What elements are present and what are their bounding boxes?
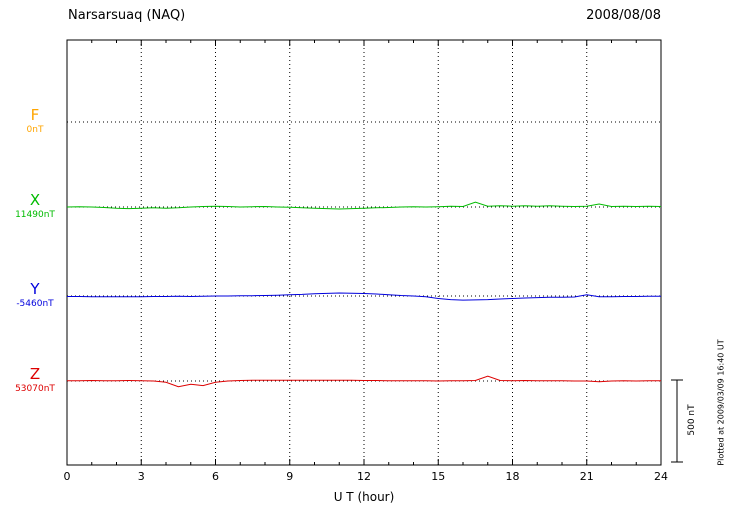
plot-date: 2008/08/08 — [586, 8, 661, 23]
x-tick-label: 18 — [505, 470, 520, 483]
x-tick-label: 21 — [579, 470, 594, 483]
x-axis-tick-labels: 0 3 6 9 12 15 18 21 24 — [0, 470, 730, 486]
component-letter-f: F — [30, 106, 40, 124]
x-tick-label: 12 — [357, 470, 371, 483]
x-tick-label: 24 — [654, 470, 668, 483]
component-baseline-f: 0nT — [26, 124, 44, 135]
component-label-x: X 11490nT — [6, 192, 64, 220]
x-tick-label: 3 — [137, 470, 145, 483]
plotted-at-note: Plotted at 2009/03/09 16:40 UT — [716, 339, 726, 466]
component-label-z: Z 53070nT — [6, 366, 64, 394]
x-tick-label: 0 — [63, 470, 71, 483]
component-baseline-y: -5460nT — [16, 298, 54, 309]
trace-z — [67, 375, 661, 388]
component-letter-z: Z — [29, 365, 41, 383]
x-tick-label: 9 — [286, 470, 294, 483]
trace-x — [66, 201, 662, 210]
component-baseline-x: 11490nT — [15, 209, 55, 220]
component-label-y: Y -5460nT — [6, 281, 64, 309]
x-axis-title: U T (hour) — [333, 490, 395, 504]
component-label-f: F 0nT — [6, 107, 64, 135]
trace-y — [67, 292, 661, 301]
station-title: Narsarsuaq (NAQ) — [68, 8, 186, 23]
x-tick-label: 15 — [431, 470, 446, 483]
component-letter-x: X — [29, 191, 41, 209]
component-baseline-z: 53070nT — [15, 383, 55, 394]
scale-bar-label: 500 nT — [687, 404, 697, 436]
component-letter-y: Y — [30, 280, 40, 298]
x-tick-label: 6 — [212, 470, 219, 483]
